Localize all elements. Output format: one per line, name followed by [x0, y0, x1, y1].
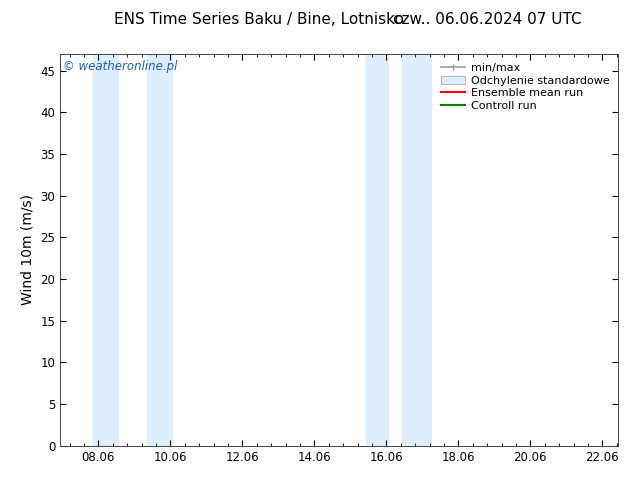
Bar	[146, 54, 172, 446]
Y-axis label: Wind 10m (m/s): Wind 10m (m/s)	[21, 195, 35, 305]
Bar	[402, 54, 431, 446]
Bar	[93, 54, 118, 446]
Text: czw.. 06.06.2024 07 UTC: czw.. 06.06.2024 07 UTC	[393, 12, 582, 27]
Text: ENS Time Series Baku / Bine, Lotnisko: ENS Time Series Baku / Bine, Lotnisko	[114, 12, 404, 27]
Legend: min/max, Odchylenie standardowe, Ensemble mean run, Controll run: min/max, Odchylenie standardowe, Ensembl…	[437, 59, 612, 115]
Bar	[366, 54, 388, 446]
Text: © weatheronline.pl: © weatheronline.pl	[63, 60, 178, 73]
